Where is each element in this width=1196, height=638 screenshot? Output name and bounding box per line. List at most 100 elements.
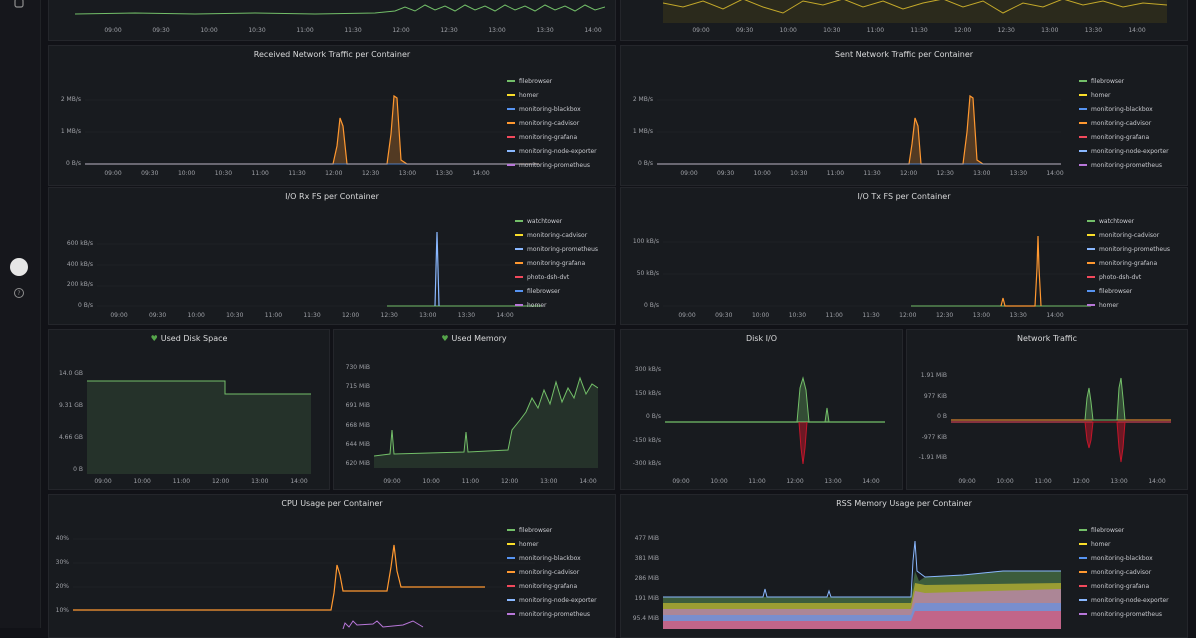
legend-swatch	[507, 585, 515, 587]
legend-swatch	[1087, 220, 1095, 222]
legend-item[interactable]: monitoring-cadvisor	[515, 228, 598, 242]
legend-item[interactable]: monitoring-node-exporter	[507, 144, 597, 158]
legend-item[interactable]: monitoring-node-exporter	[1079, 593, 1169, 607]
legend-item[interactable]: monitoring-cadvisor	[1079, 116, 1169, 130]
legend-item[interactable]: monitoring-cadvisor	[1079, 565, 1169, 579]
x-tick-label: 13:00	[1110, 478, 1128, 485]
legend-swatch	[1079, 599, 1087, 601]
legend-swatch	[515, 290, 523, 292]
legend-item[interactable]: homer	[507, 537, 597, 551]
y-tick-label: 150 kB/s	[634, 389, 661, 397]
plot-area	[657, 86, 1061, 166]
legend-item[interactable]: monitoring-grafana	[507, 130, 597, 144]
plot-area	[663, 531, 1061, 629]
legend-swatch	[1079, 585, 1087, 587]
legend-swatch	[507, 613, 515, 615]
legend-swatch	[1079, 543, 1087, 545]
legend-swatch	[1079, 613, 1087, 615]
y-tick-label: 0 B/s	[78, 302, 93, 309]
legend-swatch	[1087, 248, 1095, 250]
y-tick-label: 644 MiB	[345, 440, 370, 448]
legend-item[interactable]: monitoring-grafana	[1087, 256, 1170, 270]
legend-item[interactable]: monitoring-blackbox	[507, 551, 597, 565]
panel-title: CPU Usage per Container	[281, 499, 383, 508]
legend-item[interactable]: photo-dsh-dvt	[1087, 270, 1170, 284]
legend-item[interactable]: monitoring-grafana	[1079, 579, 1169, 593]
legend-label: monitoring-cadvisor	[519, 119, 580, 127]
x-tick-label: 12:00	[899, 170, 918, 177]
legend-item[interactable]: monitoring-blackbox	[1079, 102, 1169, 116]
legend-item[interactable]: monitoring-grafana	[1079, 130, 1169, 144]
x-tick-label: 12:00	[1072, 478, 1090, 485]
legend-item[interactable]: monitoring-prometheus	[1079, 607, 1169, 621]
x-tick-label: 12:30	[936, 170, 954, 177]
x-tick-label: 12:30	[361, 170, 380, 177]
legend-item[interactable]: watchtower	[515, 214, 598, 228]
user-avatar[interactable]	[10, 258, 28, 276]
legend-item[interactable]: monitoring-prometheus	[1087, 242, 1170, 256]
legend-label: homer	[1091, 91, 1111, 99]
dashboard-icon[interactable]	[10, 0, 28, 12]
legend-item[interactable]: homer	[515, 298, 598, 312]
y-tick-label: 381 MiB	[634, 555, 659, 562]
legend-label: photo-dsh-dvt	[1099, 273, 1142, 281]
legend-swatch	[515, 304, 523, 306]
legend-item[interactable]: homer	[1087, 298, 1170, 312]
x-tick-label: 13:00	[540, 478, 558, 485]
panel-title: ♥ Used Memory	[334, 334, 614, 343]
x-tick-label: 09:30	[735, 27, 754, 34]
panel-title-text: Used Memory	[451, 334, 507, 343]
legend-item[interactable]: monitoring-cadvisor	[507, 116, 597, 130]
legend-item[interactable]: watchtower	[1087, 214, 1170, 228]
legend-item[interactable]: monitoring-blackbox	[507, 102, 597, 116]
legend: filebrowser homer monitoring-blackbox monit…	[1079, 74, 1169, 172]
y-tick-label: 286 MiB	[634, 575, 659, 582]
legend-item[interactable]: filebrowser	[1079, 74, 1169, 88]
legend-item[interactable]: monitoring-blackbox	[1079, 551, 1169, 565]
legend-label: monitoring-grafana	[519, 133, 578, 141]
legend: filebrowser homer monitoring-blackbox monit…	[507, 74, 597, 172]
help-icon[interactable]: ?	[10, 284, 28, 302]
legend-item[interactable]: monitoring-grafana	[507, 579, 597, 593]
x-tick-label: 13:30	[1084, 27, 1103, 34]
legend-label: monitoring-grafana	[1091, 133, 1150, 141]
x-tick-label: 09:00	[958, 478, 976, 485]
legend-item[interactable]: monitoring-prometheus	[1079, 158, 1169, 172]
legend-swatch	[515, 234, 523, 236]
x-tick-label: 10:30	[214, 170, 233, 177]
legend-swatch	[507, 529, 515, 531]
legend-item[interactable]: monitoring-prometheus	[515, 242, 598, 256]
x-tick-label: 12:00	[211, 478, 230, 485]
legend-label: filebrowser	[527, 287, 561, 295]
legend-item[interactable]: monitoring-prometheus	[507, 607, 597, 621]
legend-item[interactable]: monitoring-cadvisor	[507, 565, 597, 579]
legend-item[interactable]: monitoring-node-exporter	[507, 593, 597, 607]
legend-item[interactable]: monitoring-grafana	[515, 256, 598, 270]
x-tick-label: 13:30	[536, 27, 554, 34]
legend-item[interactable]: filebrowser	[1079, 523, 1169, 537]
y-tick-label: 600 kB/s	[66, 240, 93, 247]
panel-received-network-traffic: Received Network Traffic per Container 2…	[48, 45, 616, 186]
legend-item[interactable]: filebrowser	[515, 284, 598, 298]
legend-swatch	[515, 248, 523, 250]
legend-item[interactable]: homer	[507, 88, 597, 102]
plot-area	[663, 228, 1091, 308]
legend-item[interactable]: monitoring-cadvisor	[1087, 228, 1170, 242]
x-tick-label: 13:30	[1009, 170, 1028, 177]
legend-item[interactable]: monitoring-prometheus	[507, 158, 597, 172]
legend-item[interactable]: filebrowser	[1087, 284, 1170, 298]
x-tick-label: 14:00	[1046, 170, 1064, 177]
panel-network-traffic: Network Traffic 1.91 MiB 977 KiB 0 B -977 K…	[906, 329, 1188, 490]
legend-item[interactable]: homer	[1079, 88, 1169, 102]
legend-swatch	[1087, 234, 1095, 236]
legend-item[interactable]: monitoring-node-exporter	[1079, 144, 1169, 158]
y-tick-label: 977 KiB	[923, 392, 947, 400]
legend-item[interactable]: filebrowser	[507, 74, 597, 88]
x-tick-label: 10:00	[751, 312, 770, 319]
x-tick-label: 12:00	[325, 170, 343, 177]
legend-item[interactable]: filebrowser	[507, 523, 597, 537]
legend-item[interactable]: photo-dsh-dvt	[515, 270, 598, 284]
legend-label: monitoring-prometheus	[1099, 245, 1171, 253]
legend-label: homer	[1099, 301, 1119, 309]
legend-item[interactable]: homer	[1079, 537, 1169, 551]
